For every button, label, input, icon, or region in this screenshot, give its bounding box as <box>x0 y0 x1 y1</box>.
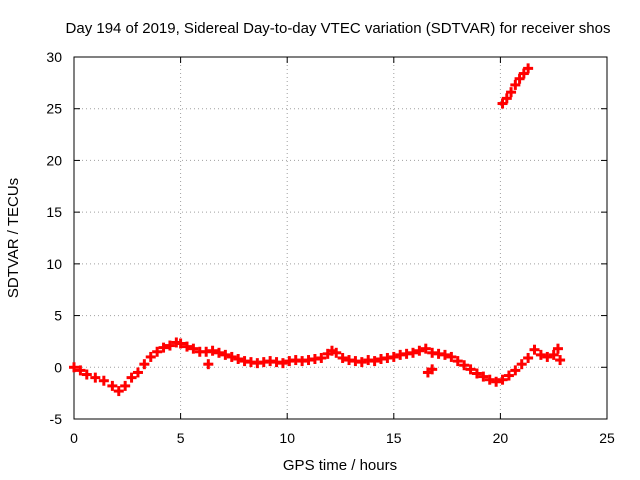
data-point <box>369 356 380 367</box>
x-axis-label: GPS time / hours <box>283 457 397 474</box>
data-point <box>152 346 163 357</box>
data-point <box>113 386 124 397</box>
chart-title: Day 194 of 2019, Sidereal Day-to-day VTE… <box>66 20 611 37</box>
data-point <box>535 349 546 360</box>
data-point <box>501 93 512 104</box>
data-point <box>356 357 367 368</box>
data-point <box>388 351 399 362</box>
data-point <box>233 354 244 365</box>
y-tick-label: 10 <box>46 256 62 272</box>
data-point <box>139 359 150 370</box>
data-point <box>529 344 540 355</box>
x-tick-label: 15 <box>386 430 402 446</box>
data-point <box>90 372 101 383</box>
data-point <box>213 347 224 358</box>
y-tick-label: 0 <box>54 359 62 375</box>
data-point <box>497 98 508 109</box>
x-tick-label: 0 <box>70 430 78 446</box>
data-point <box>506 87 517 98</box>
x-tick-label: 25 <box>599 430 615 446</box>
data-point <box>439 349 450 360</box>
data-point <box>523 63 534 74</box>
y-tick-label: 20 <box>46 152 62 168</box>
data-point <box>510 365 521 376</box>
data-point <box>175 338 186 349</box>
data-point <box>98 375 109 386</box>
data-point <box>446 351 457 362</box>
data-point <box>518 68 529 79</box>
data-point <box>207 345 218 356</box>
data-point <box>220 349 231 360</box>
data-point <box>514 73 525 84</box>
data-point <box>414 345 425 356</box>
data-point <box>465 364 476 375</box>
grid-lines <box>74 57 607 419</box>
data-point <box>427 364 438 375</box>
axis-ticks <box>73 56 608 420</box>
data-point <box>497 374 508 385</box>
data-point <box>132 367 143 378</box>
data-point <box>75 365 86 376</box>
data-point <box>126 372 137 383</box>
data-point <box>145 351 156 362</box>
y-tick-label: 25 <box>46 101 62 117</box>
data-point <box>226 351 237 362</box>
data-point <box>471 368 482 379</box>
y-tick-label: -5 <box>50 411 63 427</box>
data-point <box>523 352 534 363</box>
data-point <box>407 347 418 358</box>
y-tick-label: 30 <box>46 49 62 65</box>
data-points <box>69 63 566 397</box>
data-point <box>107 380 118 391</box>
data-point <box>510 79 521 90</box>
data-point <box>452 356 463 367</box>
data-point <box>277 358 288 369</box>
data-point <box>337 352 348 363</box>
y-tick-labels: -5 0 5 10 15 20 25 30 <box>46 49 62 427</box>
data-point <box>316 352 327 363</box>
data-point <box>459 360 470 371</box>
data-point <box>331 347 342 358</box>
x-tick-label: 20 <box>493 430 509 446</box>
data-point <box>548 349 559 360</box>
data-point <box>420 343 431 354</box>
data-point <box>491 376 502 387</box>
data-point <box>158 342 169 353</box>
data-point <box>81 369 92 380</box>
data-point <box>542 351 553 362</box>
data-point <box>69 362 79 373</box>
data-point <box>188 343 199 354</box>
x-tick-label: 10 <box>279 430 295 446</box>
y-tick-label: 15 <box>46 204 62 220</box>
data-point <box>516 359 527 370</box>
data-point <box>552 343 563 354</box>
data-point <box>478 371 489 382</box>
data-point <box>120 380 131 391</box>
x-tick-label: 5 <box>177 430 185 446</box>
x-tick-labels: 0 5 10 15 20 25 <box>70 430 615 446</box>
y-axis-label: SDTVAR / TECUs <box>5 178 22 298</box>
data-point <box>503 370 514 381</box>
plot-frame <box>73 56 608 420</box>
data-point <box>555 355 566 366</box>
y-tick-label: 5 <box>54 308 62 324</box>
data-point <box>203 359 214 370</box>
data-point <box>181 341 192 352</box>
data-point <box>484 374 495 385</box>
data-point <box>164 340 175 351</box>
